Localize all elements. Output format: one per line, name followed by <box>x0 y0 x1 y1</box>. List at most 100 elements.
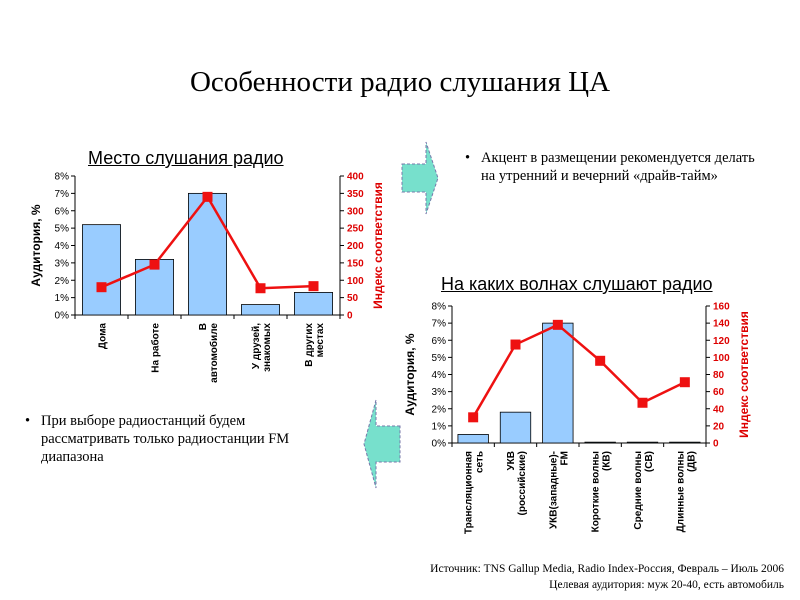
y-tick-label-left: 5% <box>55 224 70 235</box>
x-category-label-line: Длинные волны <box>675 451 686 532</box>
y-tick-label-left: 5% <box>432 353 447 364</box>
source-line: Источник: TNS Gallup Media, Radio Index-… <box>430 563 784 575</box>
x-category-label-line: (СВ) <box>644 451 655 472</box>
x-category-label-line: УКВ <box>506 451 517 471</box>
x-category-label: Трансляционная сеть <box>464 451 486 534</box>
x-category-label-line: Короткие волны <box>591 451 602 532</box>
x-category-label-line: (ДВ) <box>686 451 697 472</box>
y-axis-title-left: Аудитория, % <box>29 204 43 286</box>
y-tick-label-right: 150 <box>347 258 364 269</box>
y-tick-label-left: 6% <box>432 336 447 347</box>
chart2-title: На каких волнах слушают радио <box>441 274 713 294</box>
bar <box>584 441 616 444</box>
y-tick-label-right: 0 <box>713 439 719 450</box>
y-tick-label-left: 6% <box>55 206 70 217</box>
x-category-label: Длинные волны (ДВ) <box>675 451 697 532</box>
y-tick-label-right: 20 <box>713 421 725 432</box>
index-marker <box>308 281 319 292</box>
y-tick-label-right: 80 <box>713 370 725 381</box>
bar <box>294 292 333 316</box>
index-marker <box>202 191 213 202</box>
bar <box>82 224 121 316</box>
y-tick-label-right: 0 <box>347 311 353 322</box>
x-category-label-line: (КВ) <box>602 451 613 471</box>
x-category-label: УКВ (российские) <box>506 451 528 515</box>
index-marker <box>679 377 690 388</box>
y-tick-label-left: 2% <box>432 404 447 415</box>
index-marker <box>595 355 606 366</box>
bullet-fm-only: • При выборе радиостанций будем рассматр… <box>25 412 331 466</box>
x-category-label-line: сеть <box>475 451 486 473</box>
x-category-label-line: В других <box>304 323 315 367</box>
arrow-left-icon <box>363 399 401 489</box>
x-category-label: Короткие волны (КВ) <box>591 451 613 532</box>
x-category-label-line: В <box>198 323 209 330</box>
y-tick-label-left: 4% <box>55 241 70 252</box>
chart1-place-of-listening: 0% 1% 2% 3% 4% 5% 6% 7% 8% 0 50 100 150 200 250 300 350 4… <box>29 172 385 383</box>
y-tick-label-right: 140 <box>713 319 730 330</box>
y-tick-label-left: 1% <box>432 421 447 432</box>
y-tick-label-left: 0% <box>55 311 70 322</box>
x-category-label-line: местах <box>315 323 326 358</box>
y-tick-label-right: 400 <box>347 172 364 183</box>
y-tick-label-right: 40 <box>713 404 725 415</box>
index-marker <box>552 319 563 330</box>
target-audience-line: Целевая аудитория: муж 20-40, есть автом… <box>549 579 784 591</box>
y-axis-title-right: Индекс соответствия <box>371 182 385 309</box>
y-tick-label-right: 100 <box>713 353 730 364</box>
x-category-label-line: Трансляционная <box>464 451 475 534</box>
x-category-label-line: У друзей, <box>251 323 262 369</box>
bar <box>499 411 532 444</box>
y-tick-label-right: 350 <box>347 189 364 200</box>
index-marker <box>637 397 648 408</box>
y-tick-label-left: 2% <box>55 276 70 287</box>
bar <box>241 304 280 316</box>
bar <box>626 441 659 444</box>
bar <box>669 441 701 444</box>
x-category-label: В других местах <box>304 323 326 367</box>
y-tick-label-left: 3% <box>432 387 447 398</box>
y-tick-label-right: 50 <box>347 293 359 304</box>
slide-title: Особенности радио слушания ЦА <box>189 66 611 98</box>
x-category-label: На работе <box>150 323 162 373</box>
x-category-label-line: УКВ(западные)- <box>548 451 559 529</box>
y-tick-label-right: 120 <box>713 336 730 347</box>
source-note: Источник: TNS Gallup Media, Radio Index-… <box>364 561 784 593</box>
x-category-label-line: (российские) <box>517 451 528 515</box>
index-marker <box>255 283 266 294</box>
y-tick-label-right: 100 <box>347 276 364 287</box>
index-marker <box>510 339 521 350</box>
arrow-right-icon <box>401 141 439 215</box>
x-category-label-line: На работе <box>150 323 162 373</box>
index-marker <box>468 412 479 423</box>
bullet-marker: • <box>465 150 471 166</box>
index-marker <box>96 282 107 293</box>
index-line <box>472 323 686 418</box>
chart1-title: Место слушания радио <box>88 148 284 168</box>
y-tick-label-left: 3% <box>55 258 70 269</box>
y-axis-title-left: Аудитория, % <box>403 333 417 415</box>
y-tick-label-right: 200 <box>347 241 364 252</box>
y-tick-label-left: 4% <box>432 370 447 381</box>
y-tick-label-right: 250 <box>347 224 364 235</box>
y-tick-label-right: 300 <box>347 206 364 217</box>
x-category-label: Дома <box>98 323 109 349</box>
bullet-marker: • <box>25 413 31 429</box>
y-tick-label-left: 8% <box>432 302 447 313</box>
x-category-label-line: Средние волны <box>633 451 644 530</box>
y-tick-label-right: 160 <box>713 302 730 313</box>
x-category-label-line: знакомых <box>262 323 273 372</box>
x-category-label: УКВ(западные)- FM <box>548 451 570 529</box>
y-tick-label-left: 1% <box>55 293 70 304</box>
bar <box>542 322 574 444</box>
bar <box>188 192 227 316</box>
x-category-label-line: Дома <box>98 323 109 349</box>
x-category-label-line: FM <box>559 451 570 465</box>
y-tick-label-left: 7% <box>55 189 70 200</box>
bullet-drive-time-text: Акцент в размещении рекомендуется делать… <box>481 150 755 184</box>
y-tick-label-right: 60 <box>713 387 725 398</box>
y-axis-title-right: Индекс соответствия <box>737 311 751 438</box>
y-tick-label-left: 0% <box>432 439 447 450</box>
y-tick-label-left: 7% <box>432 319 447 330</box>
